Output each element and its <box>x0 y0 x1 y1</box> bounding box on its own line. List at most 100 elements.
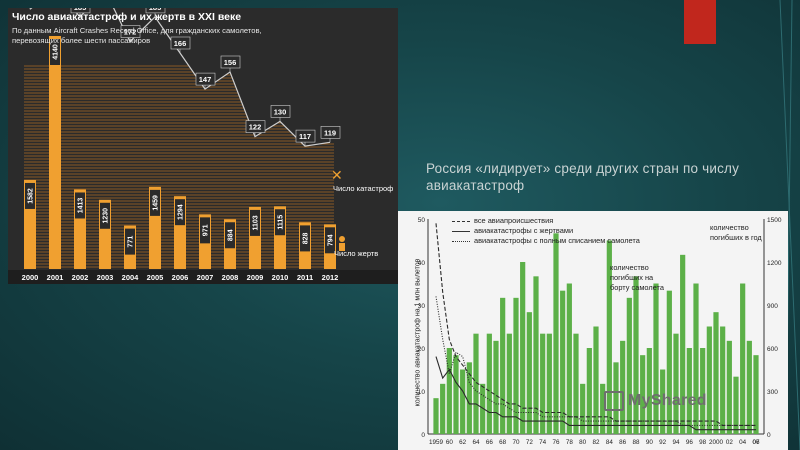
crashes-label: 119 <box>324 128 336 137</box>
deaths-bar <box>500 297 506 434</box>
deaths-label-bg <box>175 199 185 226</box>
year-tick-label: 2002 <box>72 273 89 282</box>
crashes-label: 185 <box>149 8 162 12</box>
crashes-label-box <box>270 105 291 118</box>
x-tick-label: 64 <box>472 439 480 446</box>
y2-tick-label: 1200 <box>767 260 782 267</box>
deaths-bar <box>560 290 566 434</box>
deaths-bar <box>460 369 466 434</box>
deaths-bar <box>646 348 652 434</box>
legend-swatch-solid <box>452 230 470 232</box>
deaths-bar <box>633 276 639 434</box>
deaths-bar <box>580 383 586 434</box>
x-tick-label: 60 <box>446 439 454 446</box>
x-tick-label: 72 <box>526 439 534 446</box>
legend-crashes-label: Число катастроф <box>333 184 393 193</box>
year-axis-band <box>8 270 398 284</box>
deaths-label-bg <box>300 225 310 252</box>
area-mask <box>24 8 334 147</box>
accident-rate-chart: 0 10 20 30 40 50 0 300 600 900 1200 1500 1959 60 62 64 6… <box>418 217 782 446</box>
year-tick-label: 2009 <box>247 273 264 282</box>
left-axis-label: количество авиакатастроф на 1 млн вылето… <box>414 258 422 407</box>
year-tick-label: 2012 <box>322 273 339 282</box>
deaths-label-bg <box>50 39 60 65</box>
deaths-bar <box>553 233 559 434</box>
deaths-label: 1459 <box>153 195 160 211</box>
deaths-label-bg <box>250 209 260 236</box>
x-tick-label: 86 <box>619 439 627 446</box>
legend-item: авиакатастрофы с жертвами <box>474 226 574 235</box>
year-tick-label: 2008 <box>222 273 239 282</box>
x-tick-label: 96 <box>686 439 694 446</box>
x-tick-label: 82 <box>592 439 600 446</box>
crashes-label: 130 <box>274 107 287 116</box>
deaths-bar <box>473 333 479 434</box>
x-tick-label: 1959 <box>429 439 444 446</box>
red-accent-bar <box>684 0 716 44</box>
x-tick-label: 2000 <box>709 439 724 446</box>
deaths-bar <box>480 383 486 434</box>
deaths-bar <box>746 340 752 434</box>
crashes-label-box <box>145 8 166 14</box>
year-tick-label: 2011 <box>297 273 313 282</box>
crashes-label-box <box>120 25 141 38</box>
y-tick-label: 50 <box>418 217 426 224</box>
chart-subtitle: По данным Aircraft Crashes Record Office… <box>12 26 262 45</box>
x-tick-label: 62 <box>459 439 467 446</box>
deaths-bar <box>680 254 686 434</box>
chart-title: Число авиакатастроф и их жертв в XXI век… <box>12 11 242 23</box>
deaths-bar <box>493 340 499 434</box>
crashes-chart: 1892001851991721851661471561221301171191… <box>8 8 398 284</box>
x-tick-label: 06 <box>752 439 760 446</box>
deaths-bar <box>433 398 439 434</box>
x-tick-label: 92 <box>659 439 667 446</box>
deaths-bar <box>693 283 699 434</box>
x-tick-label: 02 <box>726 439 734 446</box>
crashes-label: 147 <box>199 75 212 84</box>
deaths-bar <box>540 333 546 434</box>
deaths-label: 1413 <box>78 198 85 214</box>
deaths-bar <box>706 326 712 434</box>
watermark-logo-icon <box>604 391 624 411</box>
year-tick-label: 2010 <box>272 273 289 282</box>
slide-caption: Россия «лидирует» среди других стран по … <box>426 161 740 193</box>
crashes-label-box <box>320 126 341 139</box>
deaths-bar <box>733 376 739 434</box>
deaths-bar <box>660 369 666 434</box>
deaths-label-bg <box>25 182 35 209</box>
deaths-bar <box>613 362 619 434</box>
deaths-bar <box>606 240 612 434</box>
deaths-label-bg <box>125 228 135 255</box>
deaths-bar <box>600 383 606 434</box>
watermark-text: MyShared <box>628 392 707 409</box>
x-tick-label: 74 <box>539 439 547 446</box>
x-tick-label: 68 <box>499 439 507 446</box>
crashes-label: 172 <box>124 28 137 37</box>
year-tick-label: 2006 <box>172 273 189 282</box>
deaths-bar <box>566 283 572 434</box>
deaths-bar <box>740 283 746 434</box>
deaths-bar <box>533 276 539 434</box>
year-tick-label: 2004 <box>122 273 140 282</box>
x-tick-label: 84 <box>606 439 614 446</box>
deaths-bar <box>666 290 672 434</box>
x-tick-label: 66 <box>486 439 494 446</box>
deaths-bar <box>620 340 626 434</box>
deaths-label: 884 <box>228 229 235 241</box>
deaths-bar <box>753 355 759 434</box>
deaths-bar <box>546 333 552 434</box>
deaths-bar <box>453 355 459 434</box>
crashes-label-box <box>295 129 316 143</box>
crashes-label-box <box>170 36 191 50</box>
crashes-label: 156 <box>224 58 237 67</box>
crashes-label: 122 <box>249 123 262 132</box>
deaths-label: 794 <box>328 234 335 246</box>
legend-item: все авиапроисшествия <box>474 216 554 225</box>
x-tick-label: 04 <box>739 439 747 446</box>
deaths-label: 4140 <box>53 44 60 60</box>
x-tick-label: 90 <box>646 439 654 446</box>
deaths-bar <box>526 312 532 434</box>
deaths-label: 1230 <box>103 208 110 224</box>
deaths-bar <box>726 340 732 434</box>
x-tick-label: 88 <box>632 439 640 446</box>
